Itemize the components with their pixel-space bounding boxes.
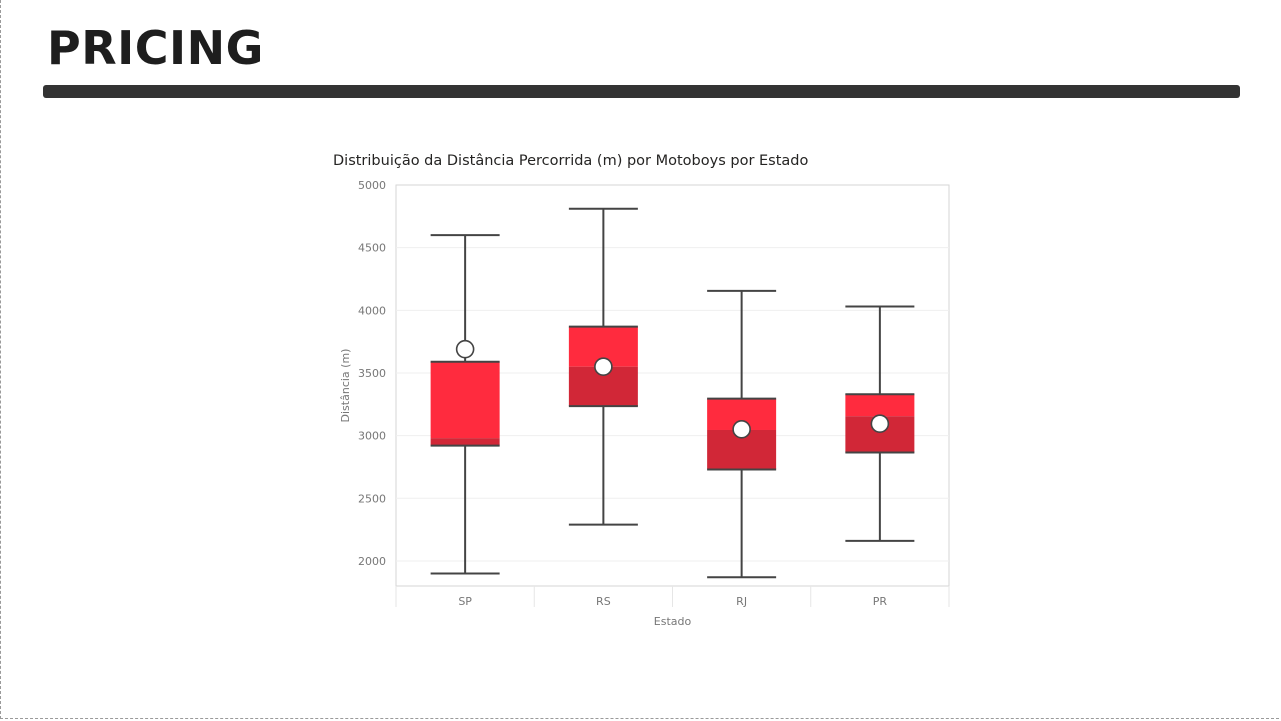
box-upper-quartile bbox=[845, 394, 915, 417]
y-tick-label: 2000 bbox=[358, 555, 386, 568]
x-tick-label: RJ bbox=[736, 595, 747, 608]
title-underline-bar bbox=[43, 85, 1240, 98]
page-title: PRICING bbox=[47, 21, 264, 75]
x-axis: SP RS RJ PR bbox=[395, 586, 950, 608]
y-tick-label: 3500 bbox=[358, 367, 386, 380]
boxplot-chart[interactable]: 2000 2500 3000 3500 4000 4500 5000 SP RS RJ PR Di… bbox=[321, 172, 961, 634]
chart-title: Distribuição da Distância Percorrida (m)… bbox=[333, 153, 809, 169]
mean-marker bbox=[732, 420, 751, 439]
box-series bbox=[430, 207, 915, 579]
mean-marker bbox=[455, 339, 475, 359]
mean-marker bbox=[594, 357, 613, 377]
y-tick-label: 4000 bbox=[358, 304, 386, 317]
x-tick-label: SP bbox=[458, 595, 472, 608]
x-tick-label: PR bbox=[873, 595, 888, 608]
y-axis-ticks: 2000 2500 3000 3500 4000 4500 5000 bbox=[358, 179, 386, 568]
x-axis-title: Estado bbox=[654, 615, 692, 628]
y-tick-label: 5000 bbox=[358, 179, 386, 192]
box-sp bbox=[430, 234, 500, 575]
box-lower-quartile bbox=[430, 438, 500, 446]
box-upper-quartile bbox=[430, 361, 500, 439]
y-axis-title: Distância (m) bbox=[339, 349, 352, 423]
box-pr bbox=[845, 305, 915, 542]
box-rj bbox=[707, 289, 777, 579]
y-tick-label: 4500 bbox=[358, 242, 386, 255]
x-tick-label: RS bbox=[596, 595, 611, 608]
y-tick-label: 2500 bbox=[358, 492, 386, 505]
mean-marker bbox=[870, 414, 890, 434]
box-rs bbox=[568, 207, 638, 526]
y-tick-label: 3000 bbox=[358, 430, 386, 443]
